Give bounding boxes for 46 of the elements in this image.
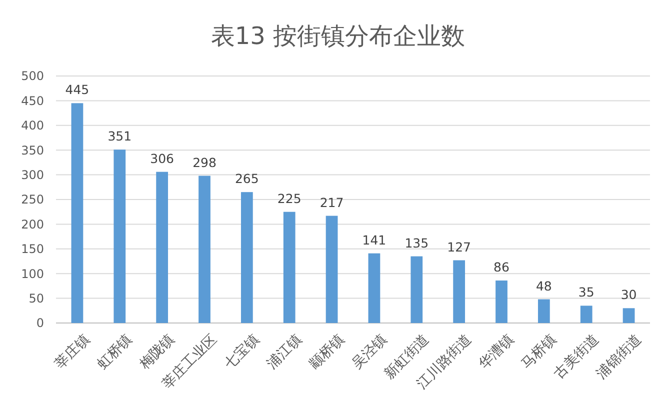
bar (240, 192, 253, 323)
data-label: 225 (277, 190, 302, 206)
bar (326, 216, 338, 323)
x-tick-label: 华漕镇 (476, 331, 518, 372)
data-label: 48 (536, 278, 552, 294)
data-label: 127 (447, 239, 471, 254)
y-tick-label: 0 (36, 316, 44, 330)
bar (580, 306, 592, 323)
bar (283, 212, 296, 323)
y-tick-label: 50 (28, 292, 44, 306)
data-label: 217 (320, 194, 344, 210)
x-tick-label: 虹桥镇 (94, 331, 136, 372)
bar (198, 176, 210, 323)
bar (622, 308, 635, 323)
y-tick-label: 500 (21, 69, 44, 84)
y-tick-label: 300 (21, 168, 44, 182)
y-tick-label: 250 (21, 192, 44, 207)
chart-title: 表13 按街镇分布企业数 (210, 22, 466, 50)
data-label: 306 (150, 150, 174, 166)
data-label: 86 (494, 260, 510, 275)
data-label: 141 (362, 232, 386, 248)
data-label: 35 (578, 284, 594, 300)
y-tick-label: 200 (21, 217, 44, 232)
x-tick-label: 浦江镇 (264, 331, 306, 372)
data-label: 135 (404, 235, 429, 250)
y-tick-label: 350 (21, 143, 44, 158)
y-tick-label: 450 (21, 94, 44, 108)
x-tick-label: 七宝镇 (222, 331, 263, 372)
y-tick-label: 100 (21, 266, 44, 281)
bar (114, 150, 126, 323)
y-tick-label: 400 (21, 118, 44, 133)
bar (453, 260, 466, 323)
data-label: 445 (65, 82, 90, 98)
bar (410, 256, 423, 323)
bar (156, 172, 168, 323)
x-tick-label: 颛桥镇 (306, 331, 348, 372)
data-label: 265 (235, 171, 259, 186)
bar (496, 280, 508, 323)
bar (71, 103, 84, 323)
x-tick-label: 莘庄镇 (52, 331, 93, 372)
data-label: 30 (620, 287, 637, 302)
bar (368, 253, 380, 323)
bar (538, 299, 550, 323)
y-tick-label: 150 (21, 242, 44, 256)
data-label: 351 (108, 128, 132, 144)
data-label: 298 (192, 154, 216, 170)
